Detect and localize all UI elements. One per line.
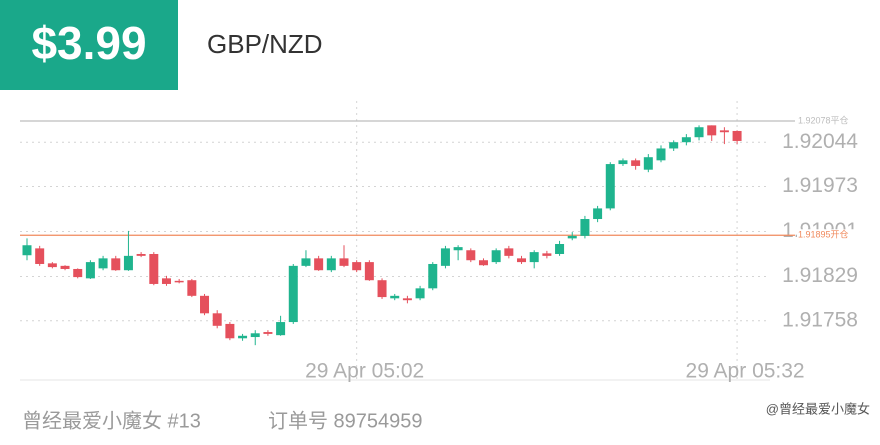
candle-body bbox=[212, 313, 222, 326]
y-tick-label: 1.91758 bbox=[782, 308, 858, 331]
price: $3.99 bbox=[31, 17, 146, 69]
candle-body bbox=[35, 248, 45, 264]
candle-body bbox=[149, 253, 159, 284]
x-tick-label: 29 Apr 05:32 bbox=[686, 360, 805, 383]
user-label: 曾经最爱小魔女 #13 bbox=[22, 409, 201, 432]
candle-body bbox=[326, 258, 336, 271]
candle-body bbox=[161, 278, 171, 284]
candle-body bbox=[123, 255, 133, 271]
candle-body bbox=[301, 258, 311, 266]
candle-body bbox=[85, 262, 95, 279]
candle-body bbox=[276, 322, 286, 336]
candle-body bbox=[478, 260, 488, 266]
candle-body bbox=[428, 263, 438, 289]
candle-body bbox=[60, 265, 70, 269]
candle-body bbox=[250, 333, 260, 338]
order-label: 订单号 89754959 bbox=[268, 409, 423, 432]
candle-body bbox=[364, 262, 374, 281]
candle-body bbox=[694, 127, 704, 138]
x-tick-label: 29 Apr 05:02 bbox=[305, 360, 424, 383]
candle-body bbox=[618, 160, 628, 165]
candle-body bbox=[98, 258, 108, 269]
candle-body bbox=[719, 130, 729, 133]
candle-body bbox=[491, 250, 501, 263]
reference-label: 1.92078平仓 bbox=[798, 114, 849, 125]
candle-body bbox=[605, 164, 615, 209]
candle-body bbox=[440, 248, 450, 266]
candle-body bbox=[542, 253, 552, 256]
candle-body bbox=[580, 219, 590, 236]
candle-body bbox=[555, 243, 565, 254]
candle-body bbox=[339, 258, 349, 266]
candle-body bbox=[136, 253, 146, 256]
candle-body bbox=[529, 252, 539, 263]
candle-body bbox=[567, 235, 577, 239]
candle-body bbox=[73, 268, 83, 278]
candle-body bbox=[415, 288, 425, 299]
y-tick-label: 1.91973 bbox=[782, 174, 858, 197]
candle-body bbox=[314, 258, 324, 271]
candle-body bbox=[681, 137, 691, 143]
candle-body bbox=[352, 262, 362, 271]
candle-body bbox=[466, 250, 476, 261]
candle-body bbox=[238, 335, 248, 339]
candle-body bbox=[288, 265, 298, 323]
candle-body bbox=[225, 323, 235, 339]
watermark: @曾经最爱小魔女 bbox=[766, 401, 870, 416]
candle-body bbox=[111, 258, 121, 271]
candle-body bbox=[453, 247, 463, 251]
candle-body bbox=[707, 125, 717, 136]
candle-body bbox=[669, 142, 679, 149]
candle-body bbox=[187, 280, 197, 296]
reference-label-bg bbox=[797, 114, 859, 127]
candle-body bbox=[377, 280, 387, 298]
candle-body bbox=[390, 295, 400, 299]
candle-body bbox=[22, 245, 32, 256]
pair: GBP/NZD bbox=[207, 29, 323, 59]
candle-body bbox=[200, 295, 210, 314]
y-tick-label: 1.92044 bbox=[782, 130, 858, 153]
reference-label: 1.91895开仓 bbox=[798, 229, 849, 240]
candle-body bbox=[263, 332, 273, 334]
reference-label-bg bbox=[797, 229, 859, 242]
candle-body bbox=[517, 258, 527, 263]
candle-body bbox=[656, 148, 666, 161]
candle-body bbox=[631, 160, 641, 166]
candle-body bbox=[402, 298, 412, 301]
price-badge bbox=[0, 0, 178, 90]
y-tick-label: 1.91829 bbox=[782, 264, 858, 287]
candle-body bbox=[593, 208, 603, 220]
candle-body bbox=[47, 263, 57, 268]
candle-body bbox=[732, 130, 742, 141]
candle-body bbox=[643, 157, 653, 170]
candle-body bbox=[504, 248, 514, 256]
candle-body bbox=[174, 280, 184, 283]
